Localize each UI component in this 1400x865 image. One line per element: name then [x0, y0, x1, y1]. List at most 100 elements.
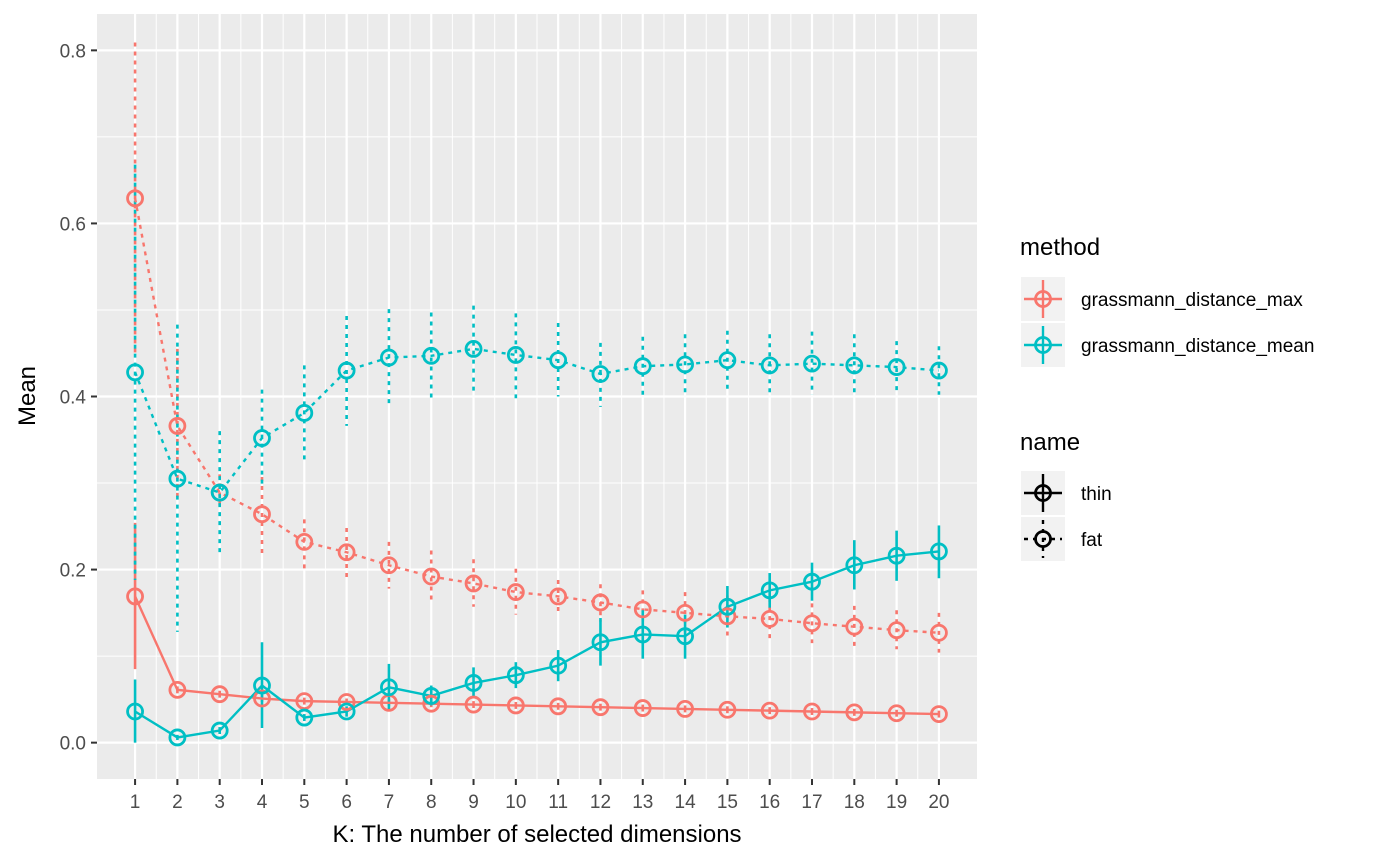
data-point: [337, 693, 356, 711]
x-axis: 1 2 3 4 5 6 7 8 9 10 11 12 13 14 15 16 17 18 19 20: [130, 779, 949, 813]
data-point: [295, 708, 314, 727]
data-point: [380, 348, 398, 367]
data-point: [126, 587, 144, 606]
legend-label: grassmann_distance_mean: [1081, 336, 1314, 357]
y-tick-label: 0.0: [60, 734, 86, 755]
data-point: [168, 469, 187, 488]
y-tick-label: 0.2: [60, 561, 86, 582]
data-point: [295, 404, 314, 422]
x-tick-label: 7: [384, 792, 395, 813]
data-point: [760, 581, 779, 600]
data-point: [253, 676, 271, 695]
data-point: [295, 532, 314, 551]
data-point: [506, 346, 525, 364]
data-point: [760, 701, 779, 720]
legend-title-method: method: [1020, 234, 1100, 261]
data-point: [549, 587, 568, 606]
data-point: [760, 610, 779, 628]
data-point: [591, 633, 610, 652]
data-point: [506, 666, 525, 685]
data-point: [930, 623, 948, 642]
x-tick-label: 19: [886, 792, 907, 813]
legend-key-point: [1034, 530, 1052, 548]
y-axis: 0.0 0.2 0.4 0.6 0.8: [60, 41, 97, 755]
x-tick-label: 13: [632, 792, 653, 813]
data-point: [633, 625, 652, 644]
data-point: [210, 721, 229, 740]
data-point: [422, 687, 441, 705]
legend-method-keys: grassmann_distance_max grassmann_distance…: [1021, 277, 1314, 367]
x-tick-label: 18: [844, 792, 865, 813]
y-tick-label: 0.6: [60, 214, 86, 235]
data-point: [887, 546, 906, 565]
data-point: [718, 597, 737, 616]
x-tick-label: 20: [928, 792, 949, 813]
x-axis-title: K: The number of selected dimensions: [332, 821, 741, 848]
data-point: [591, 698, 610, 717]
x-tick-label: 10: [505, 792, 526, 813]
data-point: [337, 702, 356, 721]
data-point: [337, 543, 356, 562]
data-point: [633, 600, 652, 619]
data-point: [633, 357, 652, 376]
legend: method grassmann_distance_maxgrassmann_d…: [1020, 234, 1314, 561]
data-point: [803, 614, 821, 633]
legend-title-name: name: [1020, 429, 1080, 456]
data-point: [168, 728, 187, 747]
data-point: [887, 704, 906, 723]
data-point: [464, 695, 483, 714]
x-tick-label: 11: [548, 792, 568, 813]
data-point: [930, 361, 948, 380]
legend-name-keys: thin fat: [1021, 471, 1112, 561]
data-point: [676, 627, 694, 646]
x-tick-label: 1: [130, 792, 141, 813]
data-point: [803, 572, 821, 591]
x-tick-label: 14: [675, 792, 697, 813]
data-point: [126, 363, 144, 382]
y-tick-label: 0.8: [60, 41, 86, 62]
data-point: [591, 593, 610, 612]
x-tick-label: 8: [426, 792, 437, 813]
data-point: [210, 685, 229, 704]
data-point: [337, 361, 356, 380]
legend-key-point: [1034, 290, 1052, 308]
data-point: [253, 689, 271, 708]
data-point: [718, 607, 737, 626]
y-tick-label: 0.4: [60, 388, 87, 409]
data-point: [845, 703, 864, 722]
x-tick-label: 17: [801, 792, 822, 813]
x-tick-label: 9: [468, 792, 479, 813]
legend-label: thin: [1081, 484, 1112, 505]
data-point: [845, 356, 864, 375]
data-point: [760, 356, 779, 375]
data-point: [464, 574, 483, 593]
data-point: [168, 680, 187, 699]
data-point: [253, 429, 271, 447]
data-point: [380, 678, 398, 697]
data-point: [887, 621, 906, 640]
data-point: [549, 656, 568, 675]
data-point: [676, 355, 694, 374]
data-point: [845, 556, 864, 575]
data-point: [464, 340, 483, 358]
data-point: [930, 705, 948, 723]
data-point: [126, 702, 144, 721]
data-point: [168, 417, 187, 435]
x-tick-label: 3: [214, 792, 225, 813]
data-point: [295, 692, 314, 711]
data-point: [422, 346, 441, 365]
data-point: [930, 542, 948, 561]
data-point: [718, 700, 737, 719]
data-point: [549, 351, 568, 370]
x-tick-label: 5: [299, 792, 310, 813]
data-point: [676, 603, 694, 622]
series-points: [126, 189, 948, 747]
data-point: [253, 505, 271, 524]
data-point: [887, 358, 906, 376]
data-point: [845, 617, 864, 636]
legend-key-point: [1034, 484, 1052, 502]
data-point: [718, 351, 737, 370]
data-point: [591, 365, 610, 383]
data-point: [380, 556, 398, 575]
